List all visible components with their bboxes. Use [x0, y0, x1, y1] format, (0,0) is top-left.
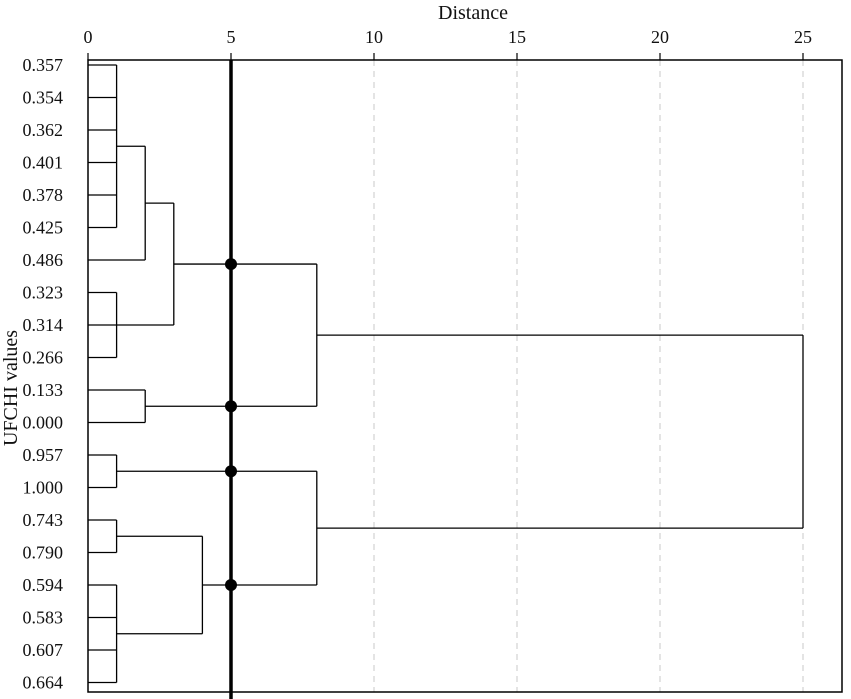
leaf-label: 0.486	[23, 250, 64, 270]
leaf-label: 0.354	[23, 88, 64, 108]
leaf-label: 0.743	[23, 510, 64, 530]
cut-marker	[225, 400, 237, 413]
leaf-label: 0.790	[23, 543, 64, 563]
leaf-label: 1.000	[23, 478, 64, 498]
cut-marker	[225, 579, 237, 591]
leaf-label: 0.583	[23, 608, 64, 628]
dendrogram-links	[88, 64, 804, 684]
x-tick-label: 25	[794, 27, 812, 47]
x-tick-label: 5	[227, 27, 236, 47]
leaf-label: 0.594	[23, 575, 64, 595]
leaf-label: 0.357	[23, 55, 64, 75]
leaf-label: 0.314	[23, 315, 64, 335]
leaf-label: 0.266	[23, 348, 64, 368]
leaf-label: 0.000	[23, 413, 64, 433]
leaf-label: 0.362	[23, 120, 64, 140]
x-tick-label: 10	[365, 27, 383, 47]
cut-line-group	[225, 60, 237, 699]
x-axis: 0 5 10 15 20 25	[84, 27, 812, 60]
leaf-labels: 0.357 0.354 0.362 0.401 0.378 0.425 0.486 0.323…	[23, 55, 64, 693]
leaf-label: 0.425	[23, 218, 64, 238]
gridlines	[373, 60, 804, 692]
x-tick-label: 20	[651, 27, 669, 47]
plot-frame	[87, 59, 843, 693]
x-axis-title: Distance	[438, 2, 508, 24]
y-axis-title: UFCHI values	[0, 330, 22, 446]
leaf-label: 0.401	[23, 153, 64, 173]
x-tick-label: 0	[84, 27, 93, 47]
leaf-label: 0.378	[23, 185, 64, 205]
leaf-label: 0.133	[23, 380, 64, 400]
leaf-label: 0.957	[23, 445, 64, 465]
cut-marker	[225, 465, 237, 478]
leaf-label: 0.607	[23, 640, 64, 660]
leaf-label: 0.323	[23, 283, 64, 303]
leaf-label: 0.664	[23, 673, 64, 693]
x-tick-label: 15	[508, 27, 526, 47]
cut-marker	[225, 258, 237, 271]
